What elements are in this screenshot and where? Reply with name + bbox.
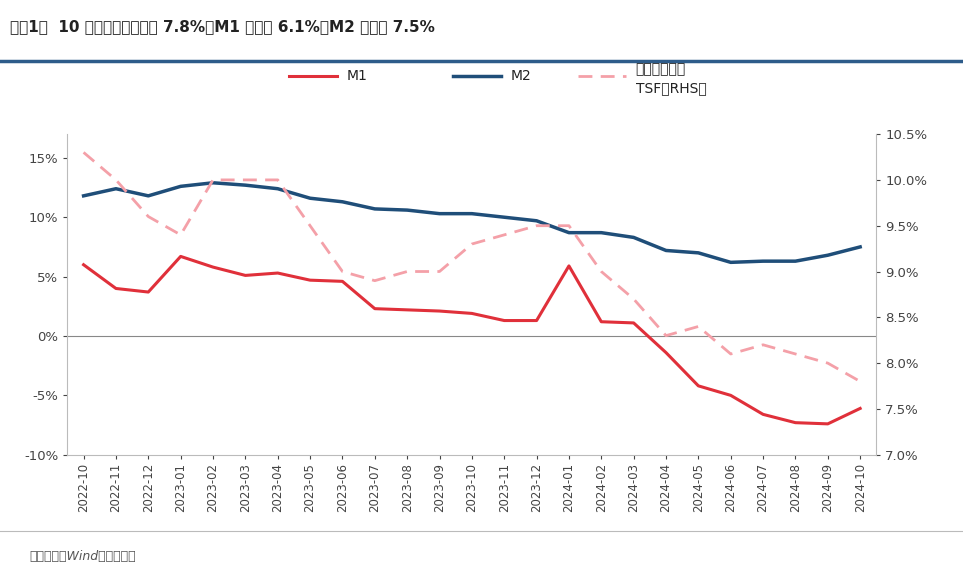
- Text: M2: M2: [510, 69, 532, 83]
- Text: TSF（RHS）: TSF（RHS）: [636, 82, 706, 96]
- Text: 社融（右轴）: 社融（右轴）: [636, 62, 686, 76]
- Text: M1: M1: [347, 69, 368, 83]
- Text: 资料来源：Wind，中信建投: 资料来源：Wind，中信建投: [29, 550, 136, 563]
- Text: 图表1：  10 月社融存量同比增 7.8%、M1 同比减 6.1%、M2 同比增 7.5%: 图表1： 10 月社融存量同比增 7.8%、M1 同比减 6.1%、M2 同比增…: [10, 19, 434, 34]
